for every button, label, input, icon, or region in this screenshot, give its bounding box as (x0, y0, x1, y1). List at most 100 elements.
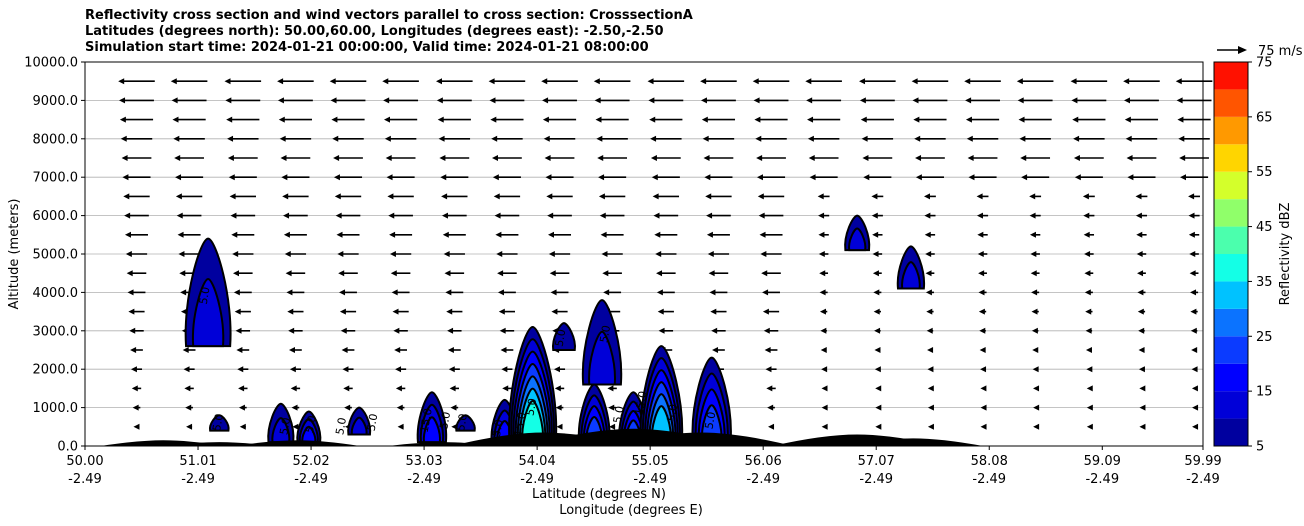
wind-vector-head (383, 116, 390, 123)
terrain-ridge-8 (843, 438, 984, 446)
wind-vector (544, 155, 575, 161)
colorbar-tick-label-1: 15 (1256, 385, 1273, 400)
wind-vector-head (863, 174, 870, 181)
wind-vector (1074, 174, 1103, 181)
y-tick-label-1: 1000.0 (33, 401, 79, 416)
wind-vector (927, 366, 934, 373)
wind-vector (1126, 155, 1157, 161)
wind-vector (1188, 193, 1200, 200)
wind-vector-head (871, 193, 878, 200)
wind-vector-head (817, 193, 824, 200)
wind-vector (551, 308, 568, 315)
wind-vector (965, 97, 1000, 104)
wind-vector-head (342, 366, 349, 373)
wind-vector (706, 212, 731, 219)
wind-vector (598, 193, 626, 200)
wind-vector-head (977, 251, 984, 257)
wind-vector-head (224, 78, 231, 85)
wind-vector-head (1033, 404, 1040, 411)
wind-vector-head (807, 116, 814, 123)
wind-vector (979, 347, 986, 353)
wind-vector-head (809, 174, 816, 181)
x-tick-label-lat-4: 54.04 (519, 454, 556, 469)
wind-vector-head (180, 289, 187, 296)
wind-vector-head (1031, 327, 1038, 334)
wind-vector-head (755, 135, 762, 142)
wind-vector-head (333, 174, 340, 181)
wind-vector (501, 366, 513, 373)
wind-vector (978, 289, 987, 296)
wind-vector (340, 327, 356, 334)
wind-vector (548, 231, 572, 238)
wind-vector-head (821, 423, 828, 430)
wind-vector (289, 366, 301, 373)
contour-label-6: 15.0 (418, 407, 435, 433)
wind-vector (980, 423, 987, 430)
wind-vector-head (442, 231, 449, 238)
wind-vector-head (331, 116, 338, 123)
wind-vector-head (1135, 212, 1142, 219)
y-tick-label-9: 9000.0 (33, 94, 79, 109)
wind-vector-head (926, 327, 933, 334)
wind-vector (283, 231, 307, 238)
wind-vector (925, 270, 935, 277)
colorbar-segment-7 (1214, 226, 1248, 254)
wind-vector (757, 193, 785, 200)
wind-vector (438, 135, 471, 142)
wind-vector (235, 327, 251, 334)
wind-vector (1138, 327, 1145, 334)
wind-vector-head (964, 78, 971, 85)
wind-vector (1085, 327, 1093, 334)
wind-vector-head (873, 308, 880, 315)
wind-vector-head (595, 116, 602, 123)
wind-vector-head (1190, 308, 1197, 315)
wind-vector-head (926, 308, 933, 315)
wind-vector (767, 404, 775, 411)
wind-vector-head (129, 327, 136, 334)
wind-vector (448, 366, 460, 373)
wind-vector-head (1082, 193, 1089, 200)
wind-vector (819, 289, 828, 296)
wind-vector-head (602, 270, 609, 277)
wind-vector-head (976, 193, 983, 200)
wind-vector (174, 155, 204, 161)
wind-vector-head (180, 308, 187, 315)
colorbar-tick-label-2: 25 (1256, 330, 1273, 345)
wind-vector (871, 193, 884, 200)
wind-vector-head (656, 270, 663, 277)
wind-vector (336, 231, 360, 238)
wind-vector-head (872, 231, 879, 238)
terrain-ridge-6 (608, 432, 794, 446)
wind-vector-head (1123, 97, 1130, 104)
wind-vector-head (126, 270, 133, 277)
wind-vector (392, 308, 409, 315)
wind-vector-head (393, 327, 400, 334)
wind-vector-head (389, 251, 396, 257)
wind-vector (175, 174, 204, 181)
wind-vector (860, 116, 894, 123)
wind-vector-head (499, 327, 506, 334)
wind-vector (172, 116, 206, 123)
wind-vector-head (923, 193, 930, 200)
wind-vector (980, 366, 987, 373)
wind-vector (1018, 116, 1052, 123)
wind-vector-head (133, 423, 140, 430)
wind-vector-head (1033, 423, 1040, 430)
wind-vector (977, 231, 988, 238)
wind-vector (492, 155, 522, 161)
colorbar-segment-5 (1214, 281, 1248, 309)
wind-vector-head (232, 251, 239, 257)
wind-vector (1138, 366, 1145, 373)
wind-vector-head (708, 270, 715, 277)
wind-vector (927, 423, 934, 430)
wind-vector (1030, 270, 1040, 277)
wind-vector-head (862, 155, 869, 161)
wind-vector (760, 251, 782, 257)
echo-16-level-10 (901, 261, 921, 290)
wind-vector (759, 231, 783, 238)
chart-title-line-1: Reflectivity cross section and wind vect… (85, 8, 693, 23)
wind-vector-head (283, 212, 290, 219)
wind-vector-head (1029, 231, 1036, 238)
wind-vector-head (493, 193, 500, 200)
